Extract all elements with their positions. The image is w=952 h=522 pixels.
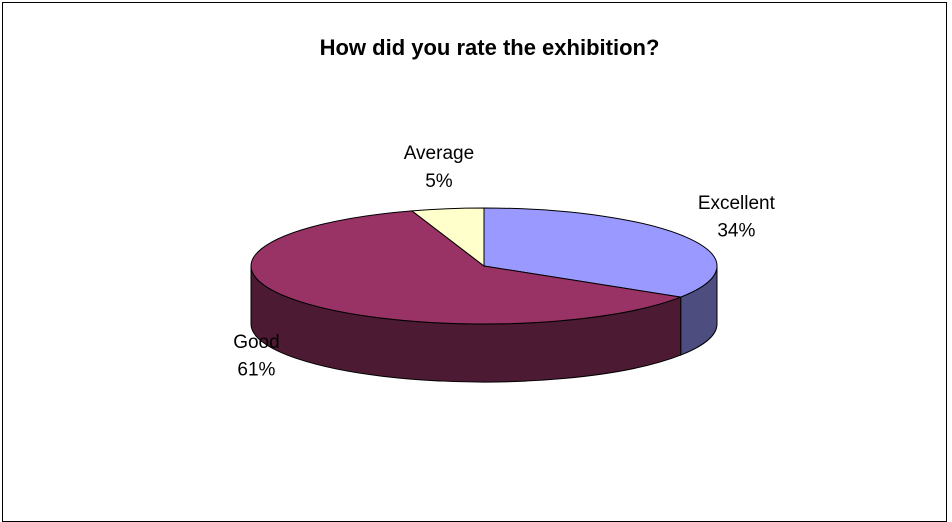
data-label-average: Average 5% (404, 143, 474, 192)
data-label-good: Good 61% (233, 332, 279, 381)
chart-title: How did you rate the exhibition? (319, 35, 660, 60)
pie-slice-good (250, 210, 683, 325)
pie-slice-average (410, 207, 485, 268)
data-label-excellent: Excellent 34% (698, 193, 776, 242)
